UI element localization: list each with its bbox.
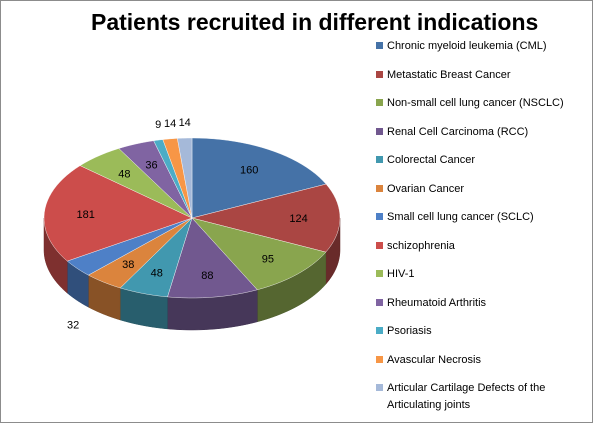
pie-slice-psoriasis <box>153 139 193 219</box>
legend-swatch <box>376 127 383 135</box>
legend-label: Colorectal Cancer <box>387 154 476 166</box>
legend-label: Metastatic Breast Cancer <box>387 68 511 81</box>
pie-slice-rheumatoid-arthritis <box>118 140 193 219</box>
legend-swatch <box>376 355 383 363</box>
data-label-articular-cartilage-defects-of-the-articulating-joints: 14 <box>179 117 191 129</box>
data-label-ovarian-cancer: 38 <box>122 259 134 271</box>
pie-slice-avascular-necrosis <box>162 138 193 219</box>
legend-label: Ovarian Cancer <box>387 182 465 195</box>
pie-slice-non-small-cell-lung-cancer-nsclc <box>191 217 327 291</box>
data-label-hiv-1: 48 <box>118 169 130 181</box>
pie-slice-ovarian-cancer <box>87 217 193 289</box>
data-label-schizophrenia: 181 <box>77 209 95 221</box>
legend-swatch <box>376 241 383 249</box>
legend-label: Non-small cell lung cancer (NSCLC) <box>387 97 564 109</box>
pie-slice-schizophrenia <box>43 165 193 262</box>
legend-swatch <box>376 298 383 306</box>
legend-label: Avascular Necrosis <box>387 353 481 366</box>
data-label-non-small-cell-lung-cancer-nsclc: 95 <box>262 253 274 265</box>
legend-swatch <box>376 184 383 192</box>
chart-title: Patients recruited in different indicati… <box>91 9 539 35</box>
data-label-metastatic-breast-cancer: 124 <box>289 213 307 225</box>
pie-slice-hiv-1 <box>79 148 193 219</box>
data-label-avascular-necrosis: 14 <box>164 118 176 130</box>
data-label-small-cell-lung-cancer-sclc: 32 <box>67 319 79 331</box>
pie-slice-metastatic-breast-cancer <box>191 183 341 253</box>
legend-swatch <box>376 270 383 277</box>
pie-slice-colorectal-cancer <box>119 217 193 298</box>
pie-slice-renal-cell-carcinoma-rcc <box>167 217 258 299</box>
legend-label: Articular Cartilage Defects of the Artic… <box>387 382 546 411</box>
data-label-renal-cell-carcinoma-rcc: 88 <box>201 270 213 282</box>
pie-slice-articular-cartilage-defects-of-the-articulating-joints <box>177 137 193 219</box>
legend-swatch <box>376 384 383 391</box>
data-label-chronic-myeloid-leukemia-cml: 160 <box>240 164 258 176</box>
legend-label: HIV-1 <box>387 268 415 280</box>
legend-label: Chronic myeloid leukemia (CML) <box>387 40 547 52</box>
legend-swatch <box>376 70 383 78</box>
pie-slice-chronic-myeloid-leukemia-cml <box>191 137 327 219</box>
legend-label: Renal Cell Carcinoma (RCC) <box>387 125 529 138</box>
pie-slice-small-cell-lung-cancer-sclc <box>66 217 193 276</box>
data-label-colorectal-cancer: 48 <box>151 267 163 279</box>
legend-swatch <box>376 42 383 49</box>
data-label-rheumatoid-arthritis: 36 <box>145 160 157 172</box>
legend-label: Psoriasis <box>387 325 432 337</box>
legend-swatch <box>376 213 383 220</box>
legend-swatch <box>376 327 383 334</box>
legend-label: Small cell lung cancer (SCLC) <box>387 211 534 223</box>
legend-swatch <box>376 99 383 106</box>
legend-swatch <box>376 156 383 163</box>
data-label-psoriasis: 9 <box>155 119 161 131</box>
legend-label: Rheumatoid Arthritis <box>387 296 487 309</box>
legend-label: schizophrenia <box>387 239 455 252</box>
